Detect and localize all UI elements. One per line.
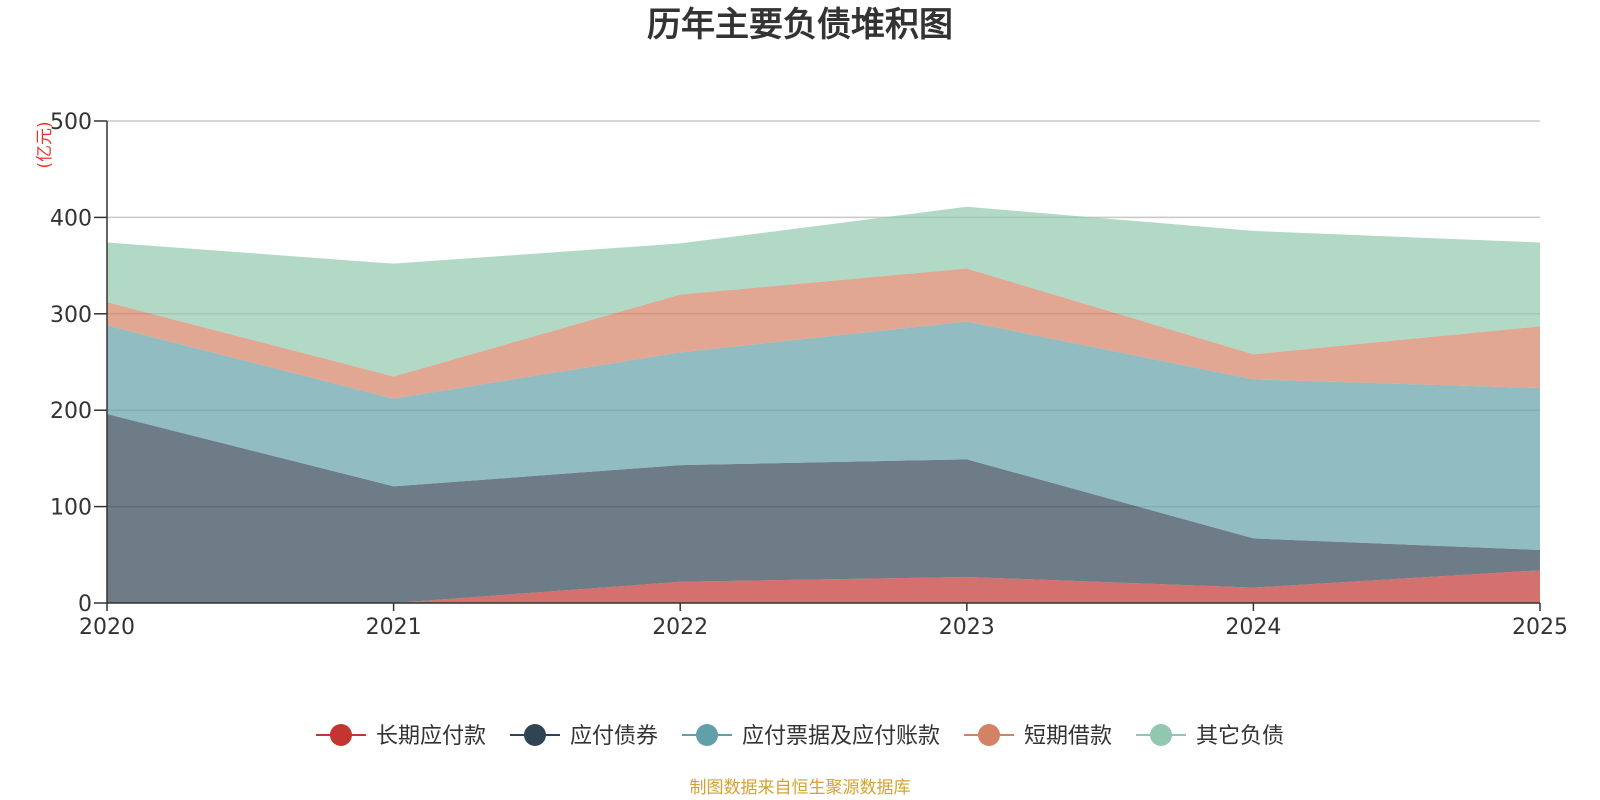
x-tick-label: 2020 [79,615,135,640]
y-tick-label: 100 [50,496,92,521]
x-tick-label: 2023 [939,615,995,640]
y-tick-label: 0 [78,592,92,617]
x-tick-label: 2021 [366,615,422,640]
y-tick-label: 500 [50,110,92,135]
legend-marker [695,724,718,746]
y-tick-label: 400 [50,206,92,231]
legend-label: 长期应付款 [376,724,486,749]
legend-marker [329,724,352,746]
area-series [107,206,1540,603]
area-series-3 [107,321,1540,550]
legend-item[interactable]: 应付债券 [509,724,658,749]
area-series-2 [107,414,1540,603]
legend-label: 其它负债 [1196,724,1284,749]
y-tick-label: 300 [50,303,92,328]
y-tick-label: 200 [50,399,92,424]
area-series-4 [107,268,1540,399]
legend-item[interactable]: 其它负债 [1136,724,1284,749]
axes: 0 100 200 300 400 500 2020 2021 2022 2023 2024 2025 [50,110,1568,640]
area-series-1 [107,570,1540,603]
chart-title: 历年主要负债堆积图 [647,5,953,45]
x-tick-label: 2024 [1225,615,1281,640]
x-tick-label: 2022 [652,615,708,640]
legend-marker [978,724,1001,746]
legend-label: 短期借款 [1024,724,1112,749]
legend-item[interactable]: 长期应付款 [315,724,486,749]
legend-item[interactable]: 应付票据及应付账款 [681,724,940,749]
legend-marker [523,724,546,746]
legend-label: 应付债券 [570,724,658,749]
legend-marker [1150,724,1173,746]
legend-label: 应付票据及应付账款 [742,724,940,749]
source-note: 制图数据来自恒生聚源数据库 [690,778,911,798]
y-axis-unit-label: (亿元) [35,121,55,168]
legend-item[interactable]: 短期借款 [964,724,1112,749]
legend: 长期应付款 应付债券 应付票据及应付账款 短期借款 其它负债 [315,724,1284,749]
x-tick-label: 2025 [1512,615,1568,640]
area-series-5 [107,206,1540,377]
